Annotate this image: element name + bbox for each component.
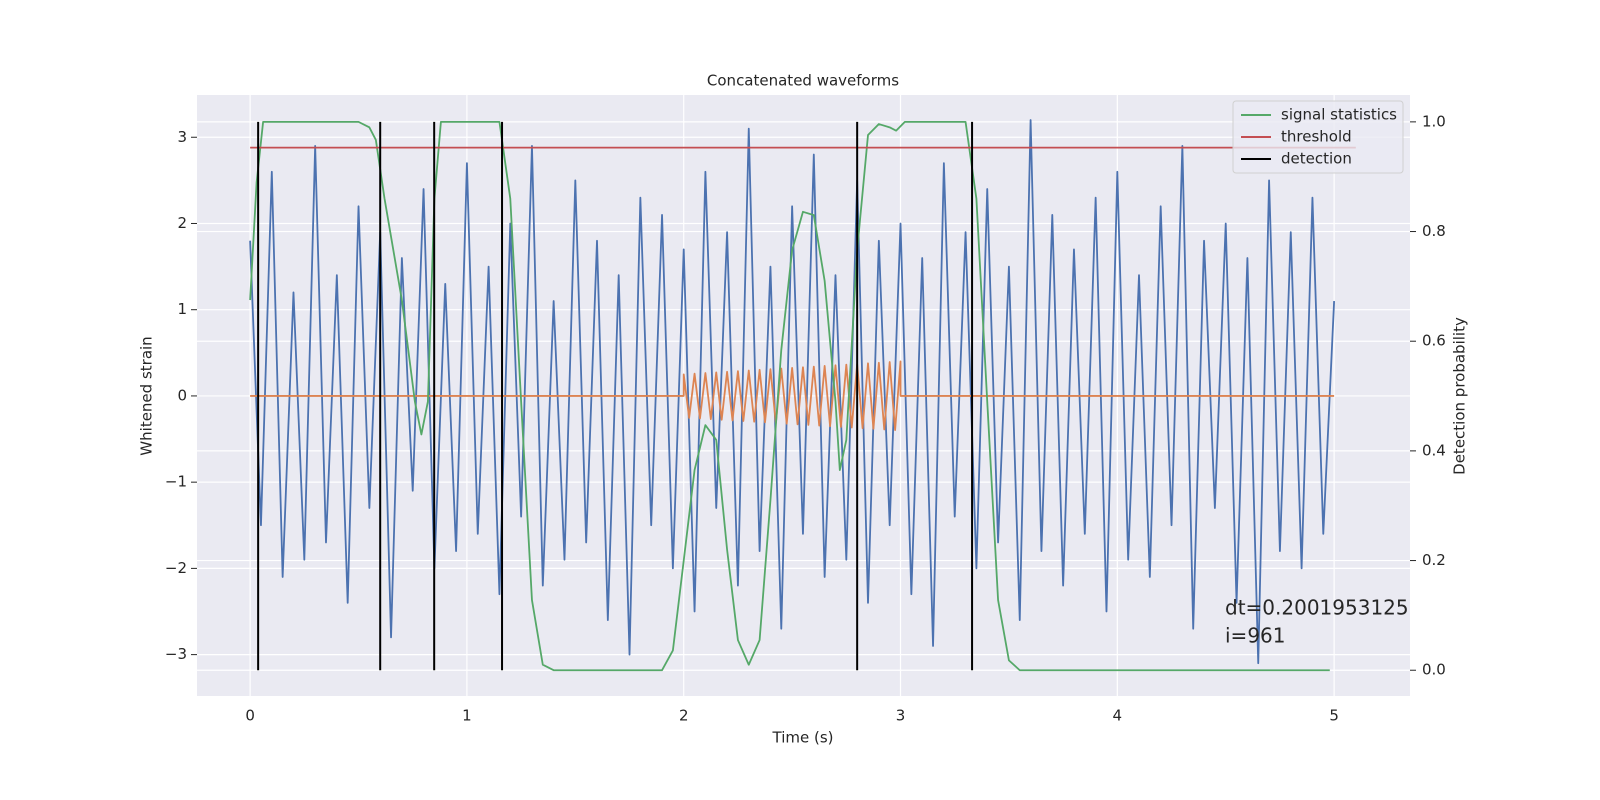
x-tick-label: 2 [679, 707, 689, 725]
x-tick-label: 1 [462, 707, 472, 725]
x-tick-label: 3 [896, 707, 906, 725]
x-tick-label: 4 [1113, 707, 1123, 725]
y2-tick-label: 1.0 [1422, 112, 1446, 130]
y-tick-label: 0 [177, 386, 187, 404]
y-tick-label: −1 [165, 473, 187, 491]
x-axis-label: Time (s) [772, 729, 834, 747]
y-tick-label: −3 [165, 645, 187, 663]
legend-label: detection [1281, 150, 1352, 168]
y-tick-label: −2 [165, 559, 187, 577]
x-tick-label: 5 [1329, 707, 1339, 725]
y-tick-label: 3 [177, 128, 187, 146]
y2-tick-label: 0.0 [1422, 661, 1446, 679]
y2-tick-label: 0.8 [1422, 222, 1446, 240]
y-axis-label: Whitened strain [138, 336, 156, 455]
legend-label: threshold [1281, 128, 1352, 146]
annotation: i=961 [1225, 624, 1286, 648]
chart-title: Concatenated waveforms [707, 72, 899, 90]
x-tick-label: 0 [245, 707, 255, 725]
series-line [249, 119, 1336, 665]
y-tick-label: 2 [177, 214, 187, 232]
y2-tick-label: 0.4 [1422, 441, 1446, 459]
y-tick-label: 1 [177, 300, 187, 318]
labels: 0 1 2 3 4 5 −3 −2 −1 0 1 2 3 0.0 0.2 0.4 0.6 0.8 1.0 dt=0.2… [165, 112, 1446, 724]
annotation: dt=0.2001953125 [1225, 596, 1409, 620]
marks [249, 119, 1356, 672]
legend: signal statistics threshold detection [1232, 100, 1404, 174]
y2-tick-label: 0.6 [1422, 332, 1446, 350]
y2-axis-label: Detection probability [1451, 317, 1469, 475]
legend-label: signal statistics [1281, 106, 1397, 124]
series-line [249, 120, 1330, 672]
y2-tick-label: 0.2 [1422, 551, 1446, 569]
legend-box [1232, 100, 1404, 174]
series-line [250, 360, 1335, 431]
